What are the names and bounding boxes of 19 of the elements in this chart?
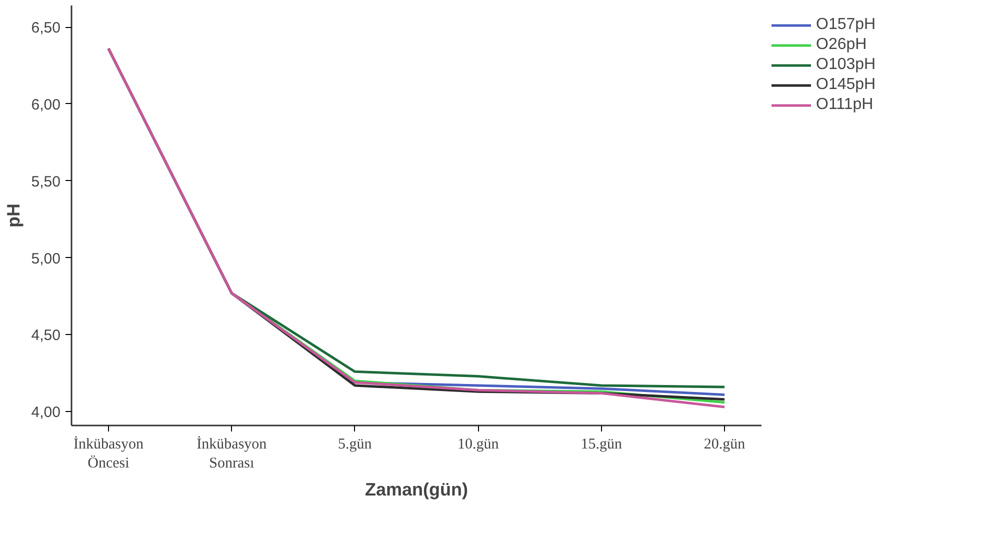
x-tick-label: 20.gün (704, 436, 746, 452)
y-tick-label: 5,00 (31, 250, 61, 268)
legend-label: O157pH (816, 16, 876, 34)
legend-label: O145pH (816, 76, 876, 94)
y-axis-title: pH (3, 203, 24, 228)
legend-label: O111pH (816, 96, 874, 114)
y-tick-label: 4,00 (31, 404, 61, 422)
x-tick-label: 10.gün (457, 436, 500, 452)
x-tick-label: İnkübasyon Öncesi (73, 436, 144, 472)
y-tick-label: 5,50 (31, 173, 61, 190)
y-tick-label: 4,50 (31, 327, 61, 344)
x-tick-label: İnkübasyon Sonrası (196, 436, 268, 472)
x-tick-label: 15.gün (580, 436, 622, 452)
y-tick-label: 6,00 (31, 96, 61, 114)
legend-label: O26pH (816, 36, 867, 54)
legend-label: O103pH (816, 56, 876, 74)
y-tick-label: 6,50 (31, 20, 61, 37)
x-axis-title: Zaman(gün) (365, 480, 468, 500)
x-tick-label: 5.gün (338, 436, 372, 452)
